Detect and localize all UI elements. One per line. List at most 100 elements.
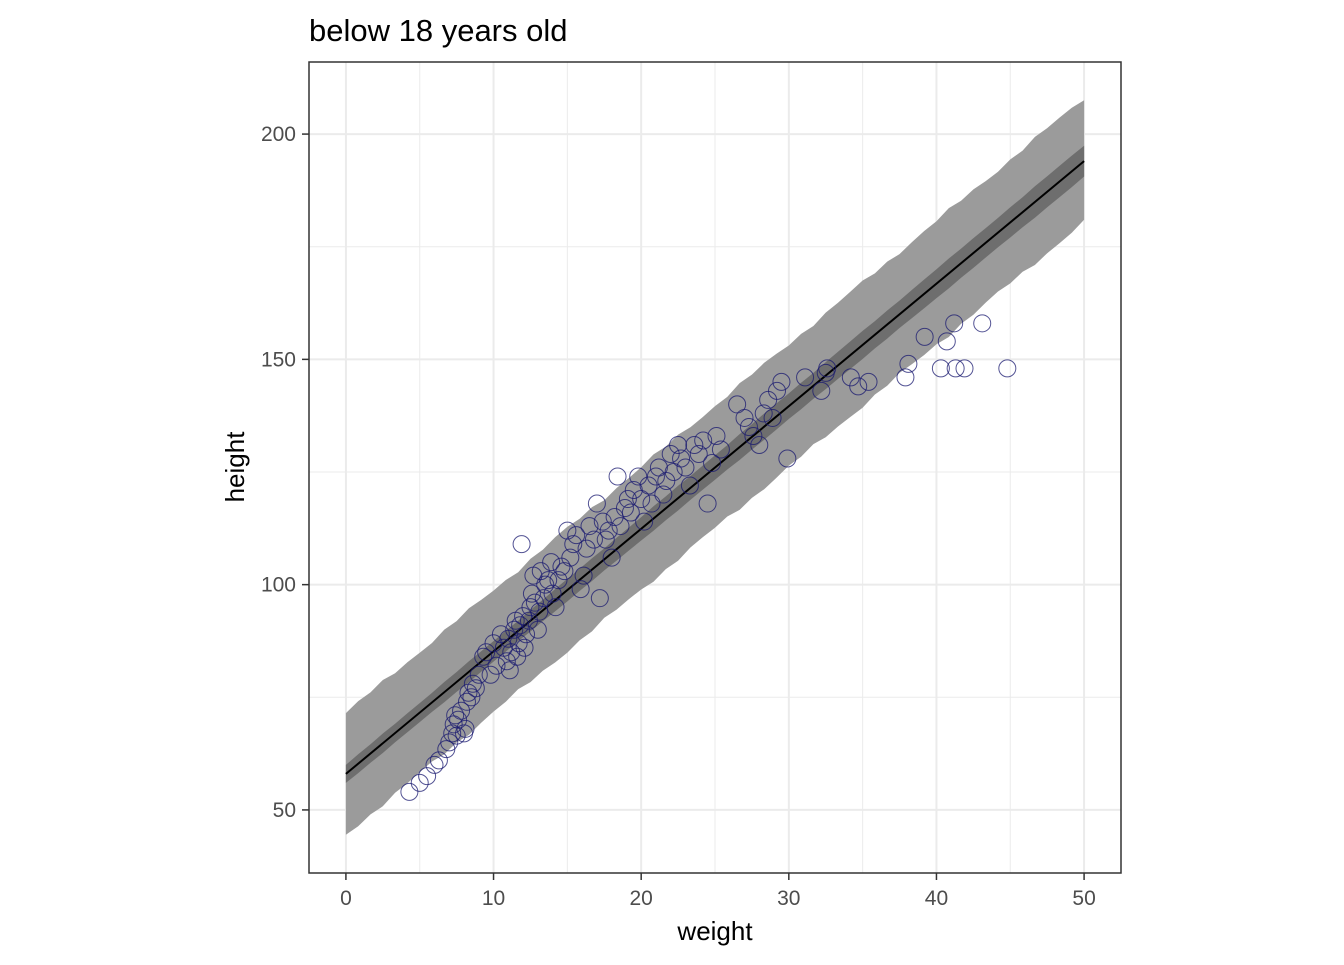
data-point [593, 512, 612, 531]
chart-title: below 18 years old [309, 13, 568, 48]
data-point [899, 354, 918, 373]
data-point [449, 710, 468, 729]
data-point [763, 408, 782, 427]
data-point [574, 566, 593, 585]
y-axis: 50 100 150 200 [261, 123, 309, 822]
fit-line [345, 160, 1085, 775]
data-point [703, 453, 722, 472]
data-point [754, 404, 773, 423]
data-point [955, 359, 974, 378]
y-tick-label: 200 [261, 123, 296, 146]
data-point [973, 314, 992, 333]
x-axis-title: weight [676, 916, 753, 946]
data-point [512, 535, 531, 554]
y-tick-label: 150 [261, 348, 296, 371]
data-point [689, 444, 708, 463]
data-point [698, 494, 717, 513]
data-point [571, 580, 590, 599]
data-point [511, 616, 530, 635]
data-point [487, 656, 506, 675]
data-point [517, 625, 536, 644]
data-point [509, 634, 528, 653]
data-point [400, 782, 419, 801]
data-point [694, 431, 713, 450]
data-point [672, 449, 691, 468]
data-point [796, 368, 815, 387]
data-point [543, 584, 562, 603]
data-point [410, 773, 429, 792]
data-point [669, 435, 688, 454]
data-point [505, 620, 524, 639]
data-point [502, 643, 521, 662]
data-point [447, 726, 466, 745]
x-tick-label: 30 [777, 887, 800, 910]
data-point [534, 589, 553, 608]
data-point [539, 571, 558, 590]
data-point [859, 372, 878, 391]
data-point [429, 751, 448, 770]
data-point [739, 417, 758, 436]
data-point [466, 679, 485, 698]
data-point [477, 643, 496, 662]
data-point [602, 548, 621, 567]
x-tick-label: 10 [482, 887, 505, 910]
data-point [531, 562, 550, 581]
y-tick-label: 100 [261, 574, 296, 597]
data-point [499, 629, 518, 648]
data-point [642, 494, 661, 513]
data-point [555, 562, 574, 581]
x-axis: 0 10 20 30 40 50 [340, 873, 1096, 910]
data-point [735, 408, 754, 427]
data-point [418, 767, 437, 786]
data-point [596, 530, 615, 549]
data-point [915, 327, 934, 346]
x-tick-label: 0 [340, 887, 352, 910]
data-point [590, 589, 609, 608]
data-point [521, 598, 540, 617]
x-tick-label: 40 [925, 887, 948, 910]
data-point [463, 674, 482, 693]
data-point [629, 467, 648, 486]
data-point [896, 368, 915, 387]
data-point [564, 535, 583, 554]
y-axis-title: height [220, 431, 250, 503]
data-point [635, 512, 654, 531]
x-tick-label: 50 [1072, 887, 1095, 910]
data-points [400, 314, 1017, 801]
data-point [528, 620, 547, 639]
data-point [457, 692, 476, 711]
data-point [931, 359, 950, 378]
data-point [812, 381, 831, 400]
data-point [657, 472, 676, 491]
data-point [707, 426, 726, 445]
data-point [446, 706, 465, 725]
data-point [750, 435, 769, 454]
data-point [618, 490, 637, 509]
data-point [818, 359, 837, 378]
data-point [443, 724, 462, 743]
data-point [639, 476, 658, 495]
data-point [580, 517, 599, 536]
data-point [654, 485, 673, 504]
data-point [768, 381, 787, 400]
data-point [615, 499, 634, 518]
data-point [577, 539, 596, 558]
data-point [515, 638, 534, 657]
x-tick-label: 20 [630, 887, 653, 910]
y-tick-label: 50 [273, 799, 296, 822]
data-point [542, 553, 561, 572]
data-point [621, 503, 640, 522]
data-point [849, 377, 868, 396]
data-point [456, 719, 475, 738]
data-point [462, 688, 481, 707]
data-point [646, 467, 665, 486]
data-point [608, 467, 627, 486]
data-point [508, 647, 527, 666]
data-point [711, 440, 730, 459]
data-point [497, 652, 516, 671]
data-point [587, 494, 606, 513]
data-point [744, 426, 763, 445]
data-point [481, 665, 500, 684]
data-point [685, 435, 704, 454]
